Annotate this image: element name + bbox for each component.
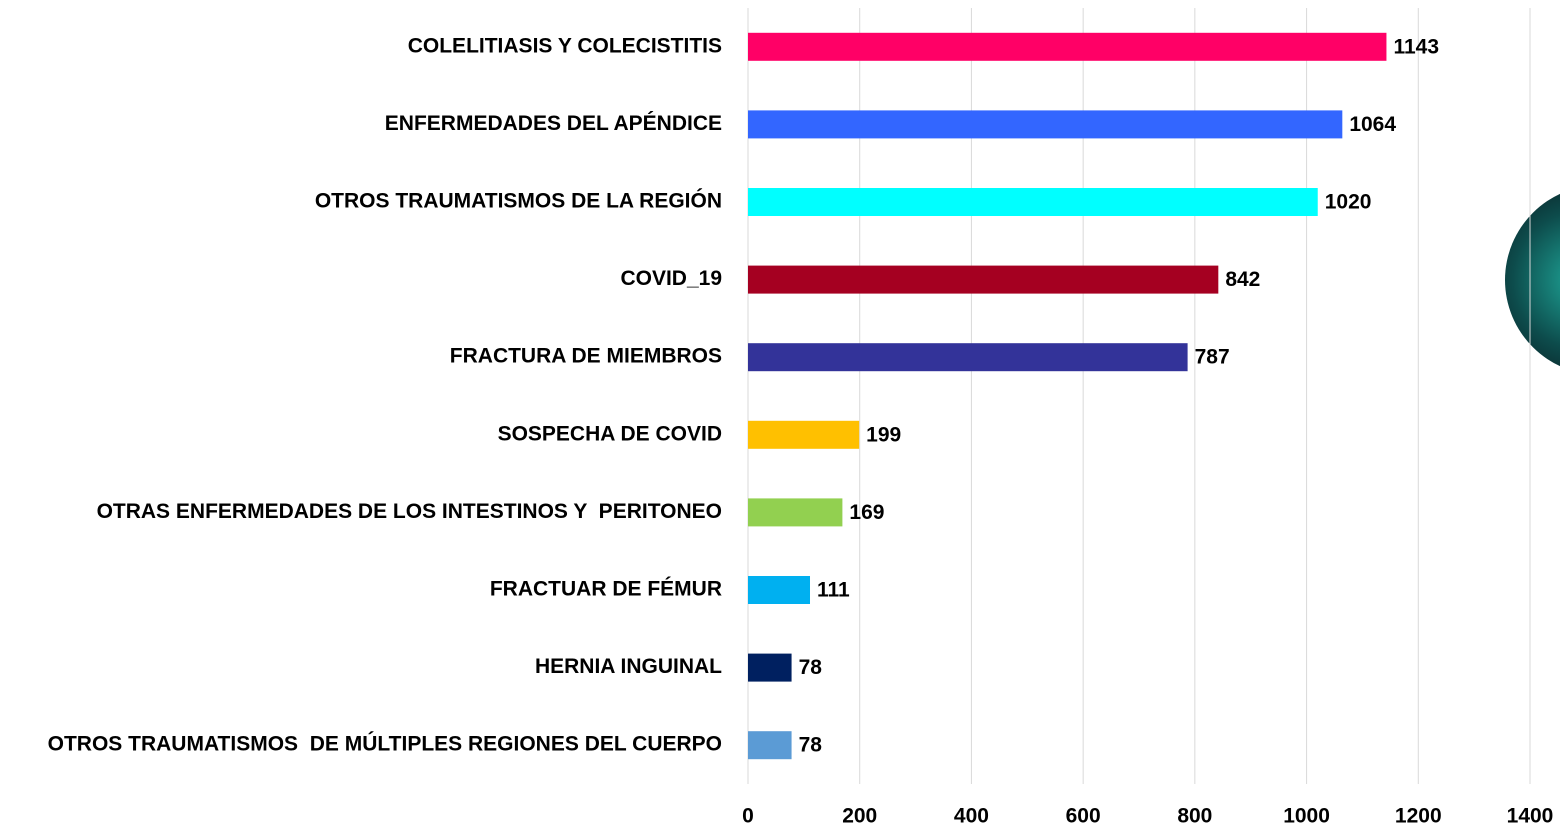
x-tick-label: 1200	[1395, 805, 1442, 828]
bar	[748, 32, 1387, 61]
decorative-image	[1505, 193, 1560, 367]
bar	[748, 265, 1219, 294]
y-tick-label: ENFERMEDADES DEL APÉNDICE	[385, 112, 722, 135]
bar	[748, 498, 843, 527]
bar	[748, 576, 811, 604]
value-label: 78	[799, 734, 823, 757]
bar	[748, 731, 792, 760]
x-tick-label: 0	[742, 805, 754, 828]
bar	[748, 653, 792, 682]
y-tick-label: COVID_19	[620, 267, 722, 290]
value-label: 1020	[1325, 191, 1372, 214]
y-tick-label: OTRAS ENFERMEDADES DE LOS INTESTINOS Y P…	[97, 500, 722, 523]
y-tick-label: FRACTUAR DE FÉMUR	[490, 578, 722, 601]
x-tick-label: 400	[954, 805, 989, 828]
y-tick-label: COLELITIASIS Y COLECISTITIS	[408, 34, 722, 57]
y-tick-label: HERNIA INGUINAL	[535, 655, 722, 678]
x-tick-label: 600	[1066, 805, 1101, 828]
bar	[748, 188, 1318, 216]
value-label: 787	[1195, 346, 1230, 369]
y-tick-label: SOSPECHA DE COVID	[498, 422, 722, 445]
value-label: 169	[849, 501, 884, 524]
bar	[748, 343, 1188, 372]
value-label: 1143	[1393, 35, 1439, 58]
y-tick-label: FRACTURA DE MIEMBROS	[450, 345, 722, 368]
y-tick-label: OTROS TRAUMATISMOS DE LA REGIÓN	[315, 189, 722, 213]
value-label: 111	[817, 579, 850, 602]
value-label: 199	[866, 423, 901, 446]
x-tick-label: 800	[1177, 805, 1212, 828]
value-label: 1064	[1349, 113, 1396, 136]
bar	[748, 420, 860, 449]
y-tick-label: OTROS TRAUMATISMOS DE MÚLTIPLES REGIONES…	[48, 732, 722, 756]
x-tick-label: 200	[842, 805, 877, 828]
x-tick-label: 1000	[1283, 805, 1330, 828]
bar	[748, 110, 1343, 139]
value-label: 78	[799, 656, 823, 679]
x-tick-label: 1400	[1507, 805, 1554, 828]
value-label: 842	[1225, 268, 1260, 291]
